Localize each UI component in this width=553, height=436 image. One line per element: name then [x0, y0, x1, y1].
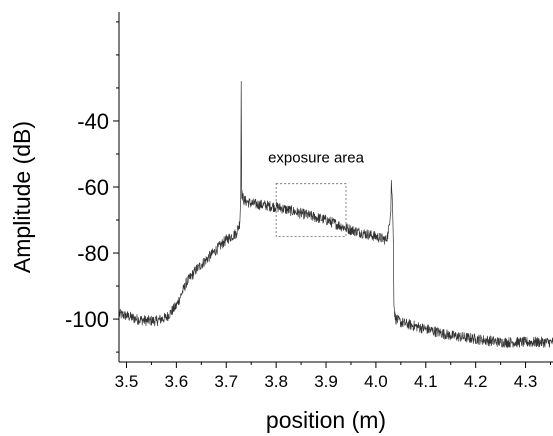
y-axis-title: Amplitude (dB)	[9, 121, 35, 273]
x-tick-label: 3.9	[314, 372, 338, 391]
axis-ticks: 3.5 3.6 3.7 3.8 3.9 4.0 4.1 4.2 4.3 -40 -60 -80 -100	[65, 21, 552, 391]
y-tick-label: -40	[77, 109, 109, 134]
x-tick-label: 3.5	[115, 372, 139, 391]
plot-area: exposure area	[118, 80, 553, 348]
y-tick-label: -80	[77, 241, 109, 266]
exposure-area-box	[275, 183, 347, 237]
x-tick-label: 4.1	[414, 372, 438, 391]
x-tick-label: 4.2	[464, 372, 488, 391]
y-tick-label: -100	[65, 307, 109, 332]
x-tick-label: 3.8	[264, 372, 288, 391]
y-tick-label: -60	[77, 175, 109, 200]
x-axis-title: position (m)	[266, 407, 386, 433]
x-tick-label: 4.0	[364, 372, 388, 391]
x-tick-label: 3.6	[165, 372, 189, 391]
series-line	[118, 80, 553, 348]
x-tick-label: 4.3	[514, 372, 538, 391]
exposure-area-label: exposure area	[268, 149, 365, 166]
x-tick-label: 3.7	[214, 372, 238, 391]
